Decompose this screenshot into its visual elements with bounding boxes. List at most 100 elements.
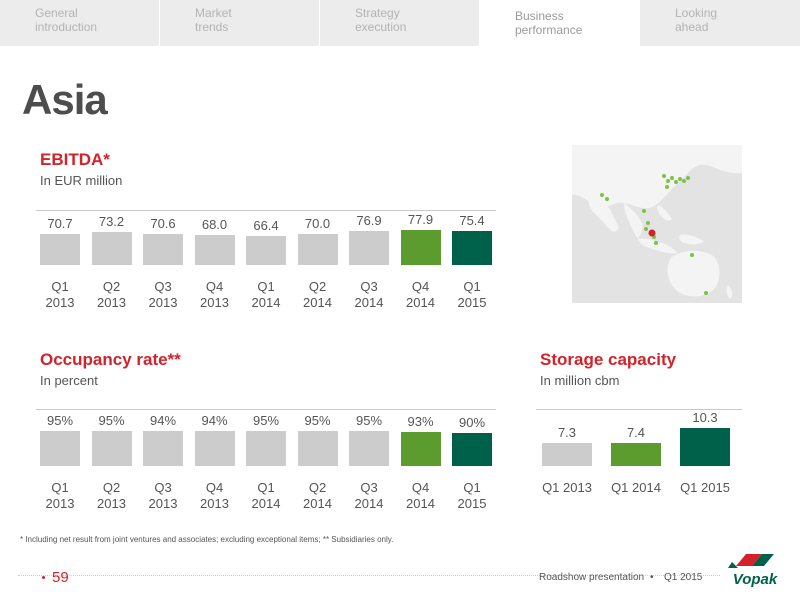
occupancy-rule [36,409,496,410]
bar [452,433,492,466]
terminal-marker [686,176,690,180]
bar-category-label: Q1 2014 [611,480,661,495]
terminal-marker [704,291,708,295]
map-landmass [657,205,672,221]
terminal-marker [646,221,650,225]
bar-value-label: 7.3 [557,425,577,440]
bar-value-label: 90% [458,415,486,430]
bar-value-label: 70.7 [47,215,73,231]
ebitda-rule [36,210,496,211]
terminal-marker [690,253,694,257]
storage-subtitle: In million cbm [540,373,620,388]
footer-separator: • [650,572,654,583]
bar-category-label: Q3 2013 [148,279,178,310]
bar-category-label: Q1 2015 [457,279,487,310]
tab-general-introduction[interactable]: General introduction [0,0,160,46]
bar [246,235,286,265]
terminal-marker [662,174,666,178]
bar-category-label: Q4 2013 [200,480,229,511]
tab-label: Strategy execution [355,6,407,34]
asia-map-graphic [572,145,742,299]
bar [297,234,338,265]
bar [40,431,80,466]
bar [143,233,183,265]
page-number: 59 [52,569,69,586]
tab-market-trends[interactable]: Market trends [160,0,320,46]
bar-value-label: 94% [149,413,177,429]
bar-value-label: 77.9 [407,212,434,228]
bar [297,431,338,466]
footer-bullet [42,576,45,579]
bar [542,443,592,466]
bar-category-label: Q3 2013 [148,480,178,511]
vopak-logo: Vopak [728,554,778,588]
terminal-marker [682,179,686,183]
bar [611,442,661,466]
bar [91,431,132,466]
bar-value-label: 68.0 [201,217,228,232]
bar-value-label: 95% [355,413,383,428]
bar-category-label: Q4 2014 [406,279,435,310]
logo-wordmark: Vopak [733,571,778,588]
map-landmass [624,203,643,239]
occupancy-subtitle: In percent [40,373,98,388]
bar-category-label: Q1 2015 [457,480,487,511]
map-landmass [667,250,720,297]
ebitda-subtitle: In EUR million [40,173,123,188]
section-tabs: General introduction Market trends Strat… [0,0,800,48]
bar [680,428,730,466]
bar-category-label: Q2 2014 [303,279,332,310]
map-landmass [679,234,704,245]
tab-looking-ahead[interactable]: Looking ahead [640,0,800,46]
bar-value-label: 70.6 [150,215,176,231]
storage-title: Storage capacity [540,350,677,369]
terminal-marker [665,185,669,189]
map-landmass [572,145,742,209]
bar-value-label: 95% [46,413,74,428]
logo-green-shape [728,562,738,568]
footnote: * Including net result from joint ventur… [20,535,394,544]
bar-category-label: Q1 2014 [251,279,281,310]
bar-value-label: 95% [252,413,280,428]
bar-category-label: Q1 2013 [45,480,75,511]
bar-value-label: 93% [407,413,434,429]
terminal-marker [644,227,648,231]
bar-category-label: Q3 2014 [354,480,384,511]
bar [349,431,389,466]
footer-period: Q1 2015 [664,572,703,583]
terminal-marker [674,180,678,184]
page-title: Asia [22,76,108,123]
bar [194,431,235,466]
bar-value-label: 10.3 [692,410,718,425]
terminal-marker [642,209,646,213]
terminal-marker [670,176,674,180]
singapore-marker [648,229,656,237]
bar-category-label: Q2 2014 [303,480,332,511]
bar-value-label: 94% [201,413,228,429]
tab-business-performance[interactable]: Business performance [480,0,640,46]
terminal-marker [605,197,609,201]
terminal-markers [600,174,708,295]
bar-value-label: 73.2 [98,214,125,230]
bar-value-label: 7.4 [626,424,646,440]
bar-category-label: Q1 2014 [251,480,281,511]
bar-value-label: 75.4 [459,213,485,229]
footer-presentation: Roadshow presentation [539,572,645,583]
terminal-marker [654,241,658,245]
terminal-marker [600,193,604,197]
bar [246,431,286,466]
occupancy-title: Occupancy rate** [40,350,181,369]
bar-value-label: 66.4 [253,217,279,233]
bar [400,230,441,265]
asia-map [572,145,742,303]
map-landmass [588,195,619,232]
logo-red-shape [736,554,762,566]
bar [143,431,183,466]
tab-strategy-execution[interactable]: Strategy execution [320,0,480,46]
map-landmass [638,238,678,254]
bar-value-label: 95% [304,413,331,428]
bar [91,232,132,265]
bar-category-label: Q2 2013 [97,279,126,310]
bar-category-label: Q1 2013 [542,480,592,495]
tab-label: General introduction [35,6,98,34]
